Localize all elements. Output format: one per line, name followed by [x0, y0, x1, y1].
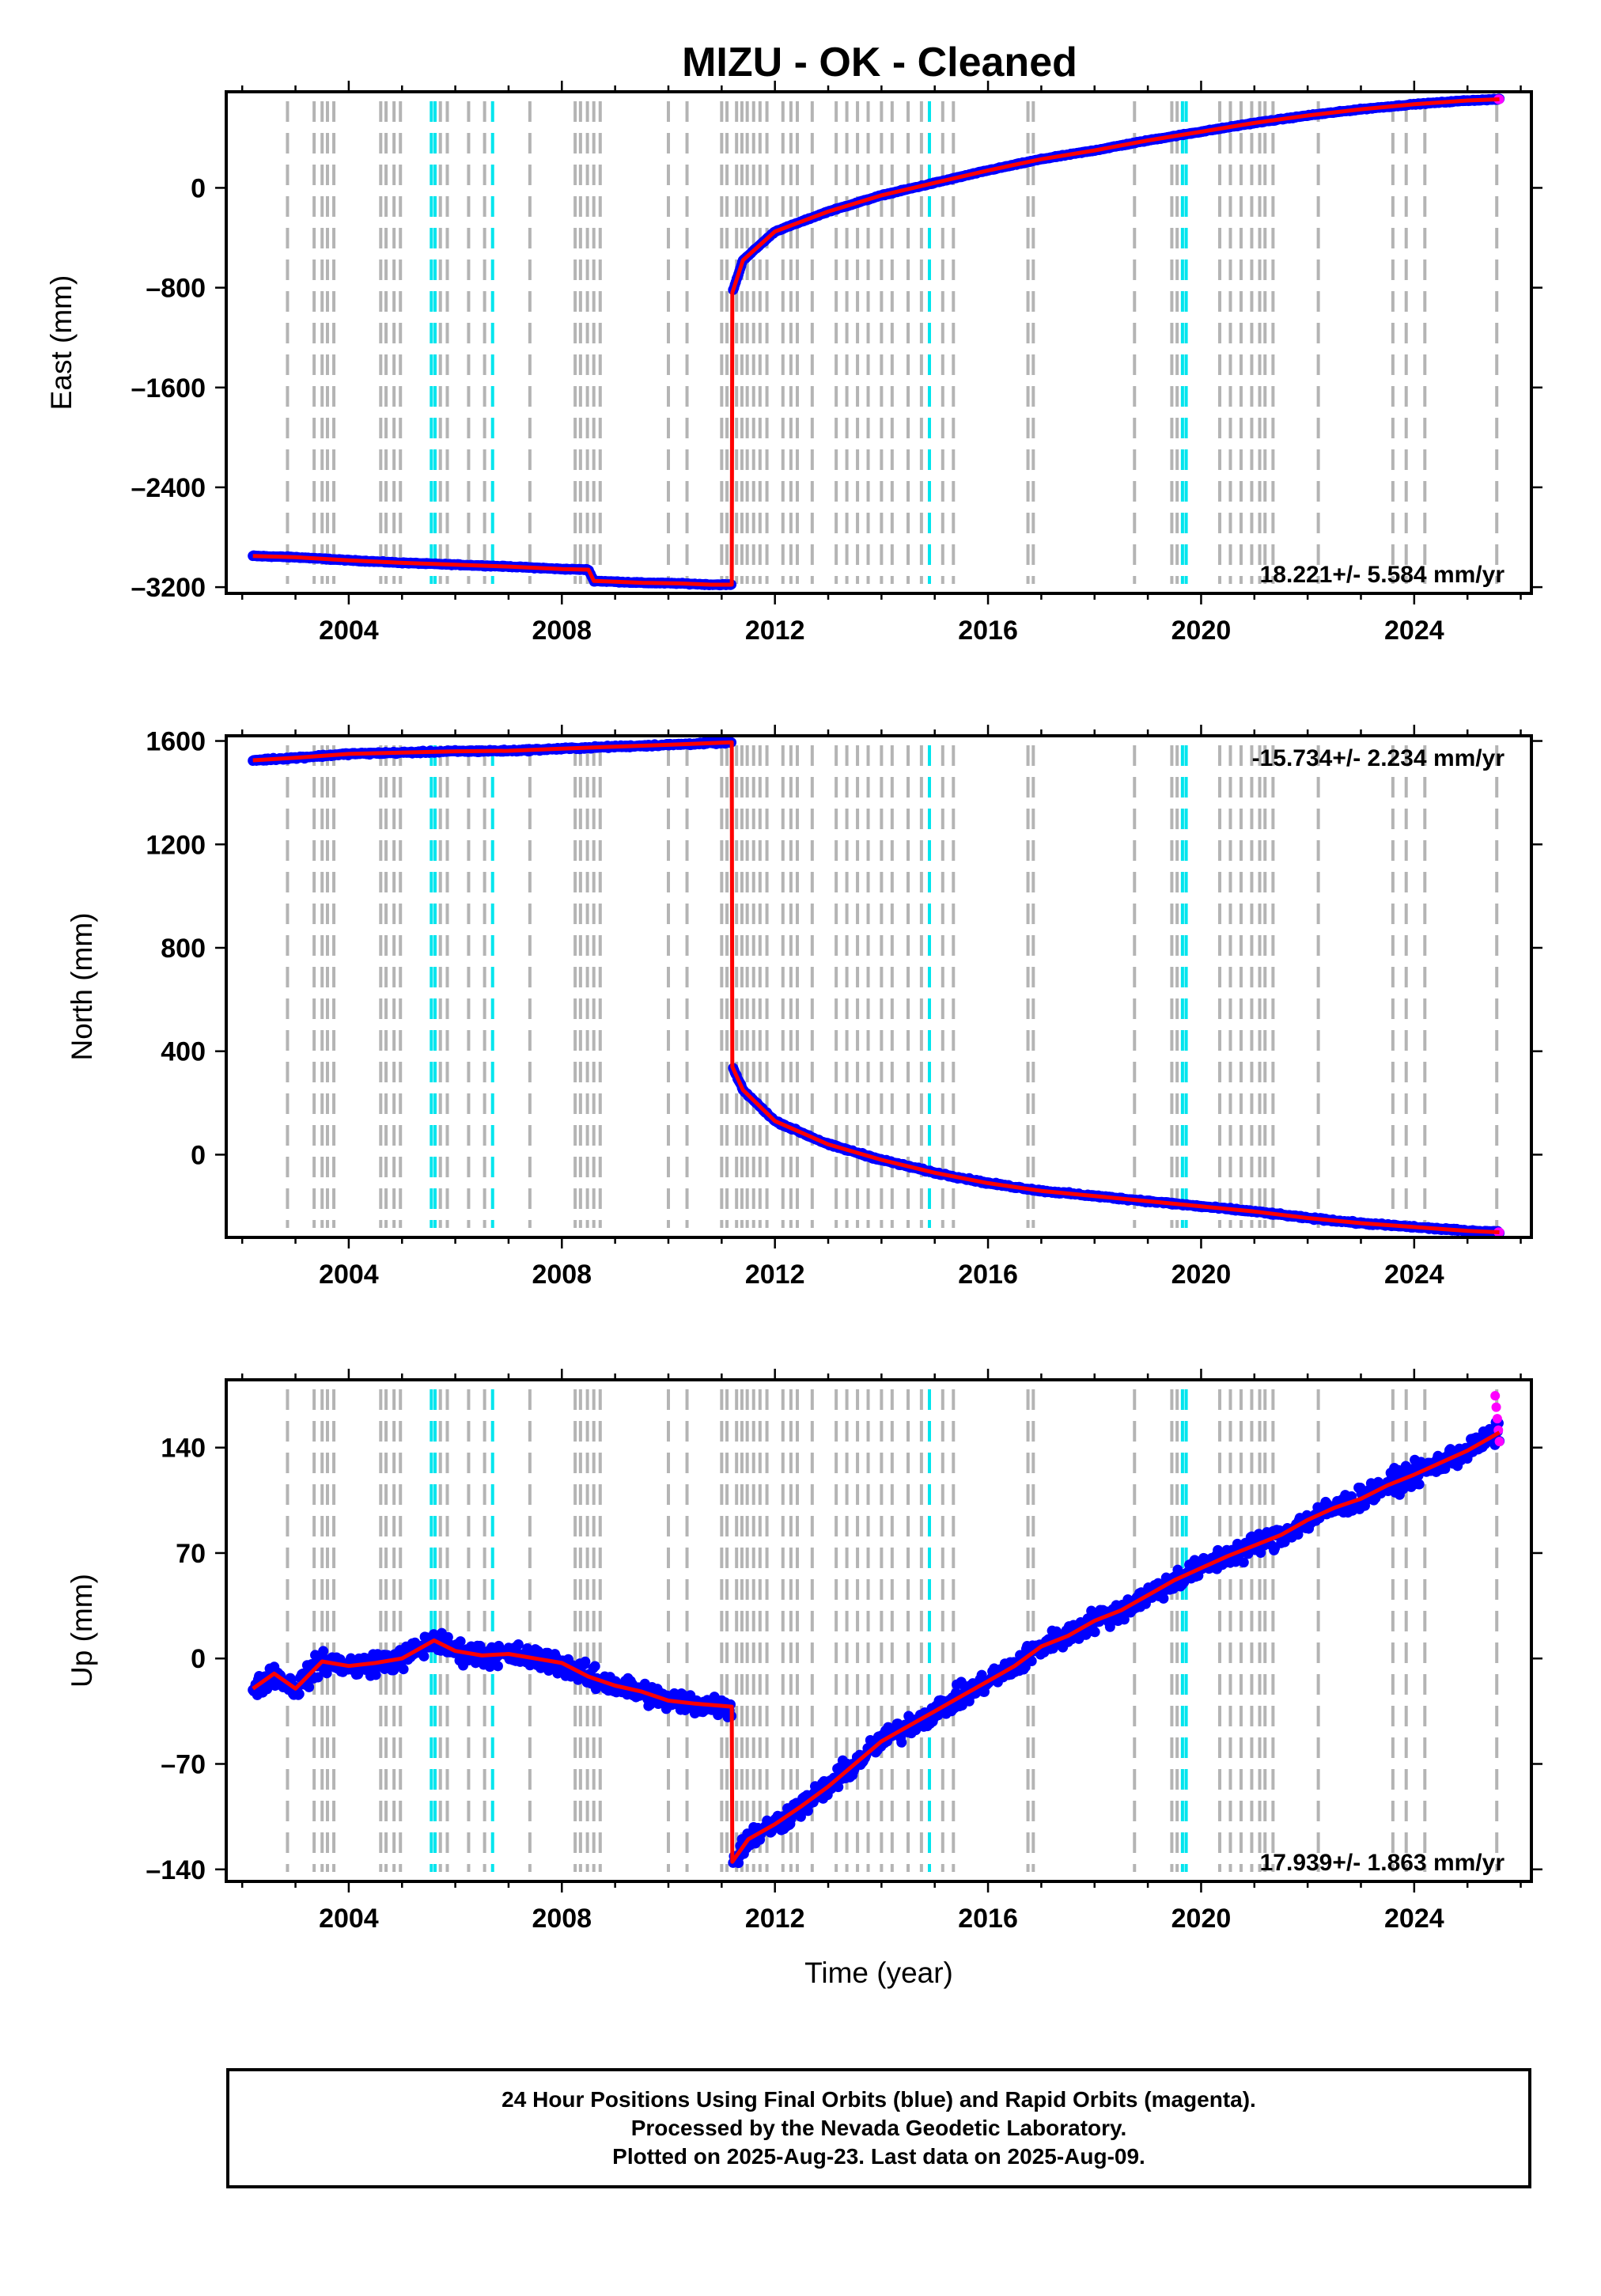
x-tick-label: 2020 — [1171, 616, 1232, 646]
plot-frame — [225, 734, 1533, 1239]
y-tick-label: 0 — [191, 1140, 206, 1170]
position-point — [1238, 1557, 1249, 1568]
y-tick-label: –3200 — [131, 573, 206, 603]
y-axis-label: East (mm) — [45, 275, 78, 411]
x-tick-label: 2008 — [532, 1904, 592, 1934]
y-tick-label: 0 — [191, 173, 206, 203]
y-axis-label: North (mm) — [66, 912, 98, 1060]
rapid-point — [1491, 1402, 1501, 1412]
x-tick-label: 2012 — [745, 1904, 805, 1934]
x-tick-label: 2016 — [958, 1904, 1018, 1934]
x-tick-label: 2020 — [1171, 1260, 1232, 1290]
model-line — [252, 1430, 1501, 1864]
position-point — [418, 1650, 430, 1661]
x-tick-label: 2016 — [958, 616, 1018, 646]
rapid-point — [1492, 1414, 1502, 1424]
x-tick-label: 2016 — [958, 1260, 1018, 1290]
position-point — [833, 1782, 844, 1793]
y-tick-label: 1200 — [146, 830, 206, 860]
x-tick-label: 2004 — [319, 1904, 379, 1934]
position-point — [455, 1636, 466, 1647]
position-point — [293, 1688, 305, 1699]
plot-area — [248, 1389, 1505, 1872]
rate-label: -15.734+/- 2.234 mm/yr — [1252, 745, 1505, 771]
caption-line-1: 24 Hour Positions Using Final Orbits (bl… — [501, 2087, 1256, 2112]
model-line — [252, 97, 1500, 587]
x-tick-label: 2004 — [319, 616, 379, 646]
position-point — [795, 1811, 806, 1822]
plot-area — [248, 736, 1505, 1237]
x-tick-label: 2012 — [745, 616, 805, 646]
rate-label: 17.939+/- 1.863 mm/yr — [1260, 1850, 1505, 1876]
y-tick-label: 70 — [176, 1539, 206, 1569]
position-point — [370, 1669, 381, 1680]
position-point — [1414, 1479, 1425, 1490]
position-point — [589, 1661, 600, 1672]
position-point — [1026, 1656, 1037, 1667]
position-point — [492, 1661, 503, 1672]
y-tick-label: –70 — [161, 1749, 206, 1779]
model-line — [252, 740, 1500, 1234]
x-axis-label: Time (year) — [804, 1957, 953, 1989]
position-point — [513, 1639, 524, 1650]
position-point — [398, 1664, 409, 1675]
x-tick-label: 2008 — [532, 1260, 592, 1290]
x-tick-label: 2008 — [532, 616, 592, 646]
y-tick-label: –2400 — [131, 473, 206, 503]
x-tick-label: 2020 — [1171, 1904, 1232, 1934]
caption-line-3: Plotted on 2025-Aug-23. Last data on 202… — [612, 2144, 1145, 2169]
position-point — [304, 1681, 315, 1692]
plot-area — [248, 93, 1505, 591]
x-tick-label: 2024 — [1384, 616, 1444, 646]
y-tick-label: 400 — [161, 1037, 206, 1067]
x-tick-label: 2024 — [1384, 1260, 1444, 1290]
y-tick-label: 800 — [161, 934, 206, 964]
position-point — [580, 1656, 591, 1667]
plot-frame — [225, 1378, 1533, 1883]
y-tick-label: –1600 — [131, 373, 206, 404]
y-tick-label: –140 — [146, 1855, 206, 1885]
x-tick-label: 2004 — [319, 1260, 379, 1290]
position-point — [312, 1672, 324, 1683]
y-tick-label: 0 — [191, 1644, 206, 1674]
rapid-point — [1490, 1391, 1501, 1401]
y-tick-label: –800 — [146, 274, 206, 304]
rate-label: 18.221+/- 5.584 mm/yr — [1260, 562, 1505, 588]
rapid-point — [1494, 1437, 1504, 1447]
x-tick-label: 2024 — [1384, 1904, 1444, 1934]
caption-line-2: Processed by the Nevada Geodetic Laborat… — [630, 2116, 1127, 2140]
position-point — [896, 1737, 907, 1748]
up-panel: 2004 2008 2012 2016 2020 2024 140 70 0 –70 –140 Up … — [66, 1369, 1542, 1989]
y-axis-label: Up (mm) — [66, 1574, 98, 1688]
x-tick-label: 2012 — [745, 1260, 805, 1290]
position-point — [1089, 1627, 1100, 1638]
east-panel: 2004 2008 2012 2016 2020 2024 0 –800 –1600 –2400 –… — [45, 81, 1542, 646]
caption-box: 24 Hour Positions Using Final Orbits (bl… — [226, 2068, 1531, 2188]
rapid-orbit-points — [1490, 1391, 1504, 1447]
north-panel: 2004 2008 2012 2016 2020 2024 1600 1200 800 400 0 N… — [66, 725, 1542, 1290]
y-tick-label: 140 — [161, 1434, 206, 1464]
position-point — [1118, 1614, 1130, 1625]
position-point — [1158, 1593, 1169, 1604]
y-tick-label: 1600 — [146, 727, 206, 757]
plot-frame — [225, 90, 1533, 595]
position-point — [318, 1646, 329, 1657]
chart-title: MIZU - OK - Cleaned — [682, 40, 1077, 85]
figure: MIZU - OK - Cleaned 2004 2008 2012 2016 2020… — [45, 40, 1542, 1989]
